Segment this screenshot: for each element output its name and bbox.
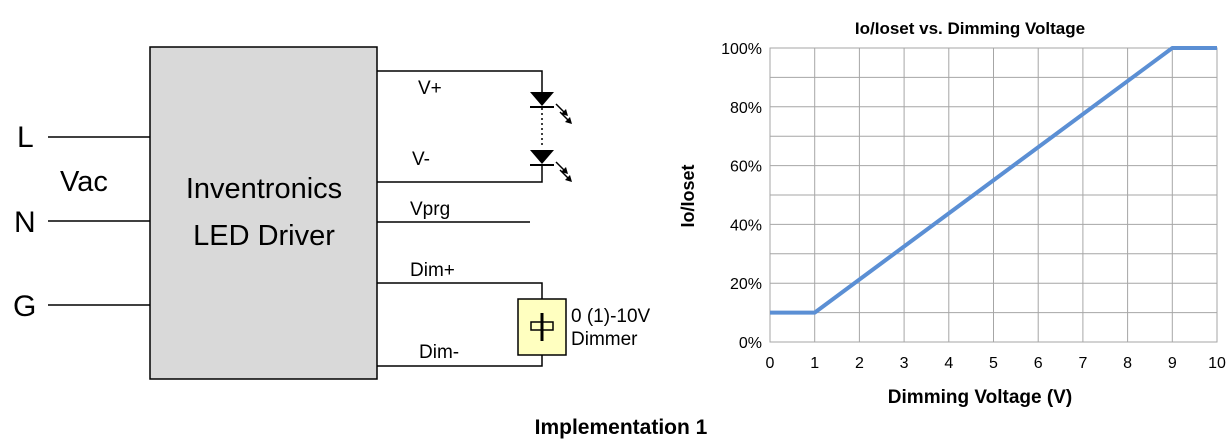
dimmer-label-line2: Dimmer [571, 329, 638, 350]
wire-dim-minus [377, 355, 543, 367]
led-icon [530, 92, 572, 124]
x-tick-label: 1 [810, 355, 819, 372]
wire-dim-plus [377, 282, 543, 299]
wire-v-plus [377, 70, 543, 92]
led-icon [530, 150, 572, 182]
x-tick-label: 7 [1078, 355, 1087, 372]
x-tick-label: 3 [900, 355, 909, 372]
input-label-l: L [17, 121, 34, 154]
series-line [770, 46, 1217, 315]
y-axis-label: Io/Ioset [678, 164, 698, 227]
chart-title: Io/Ioset vs. Dimming Voltage [855, 19, 1085, 38]
x-axis-ticks: 0 1 2 3 4 5 6 7 8 9 10 [766, 355, 1226, 372]
x-tick-label: 2 [855, 355, 864, 372]
output-label-dim-plus: Dim+ [410, 260, 455, 281]
y-tick-label: 0% [739, 335, 762, 352]
x-tick-label: 10 [1208, 355, 1226, 372]
circuit-diagram: L N G Vac Inventronics LED Driver V+ V- … [13, 46, 651, 380]
led-driver-box [149, 46, 378, 380]
driver-label-line1: Inventronics [186, 173, 342, 205]
x-tick-label: 9 [1168, 355, 1177, 372]
output-label-dim-minus: Dim- [419, 342, 459, 363]
x-tick-label: 6 [1034, 355, 1043, 372]
figure-caption: Implementation 1 [535, 416, 708, 439]
wire-v-minus [377, 166, 543, 183]
y-tick-label: 40% [730, 217, 762, 234]
y-tick-label: 100% [721, 41, 762, 58]
chart-grid [770, 48, 1217, 342]
y-tick-label: 60% [730, 159, 762, 176]
vac-label: Vac [60, 166, 108, 198]
x-tick-label: 0 [766, 355, 775, 372]
input-label-g: G [13, 290, 36, 323]
x-tick-label: 4 [944, 355, 953, 372]
y-tick-label: 20% [730, 276, 762, 293]
x-tick-label: 8 [1123, 355, 1132, 372]
potentiometer-icon [530, 313, 554, 341]
dimmer-label-line1: 0 (1)-10V [571, 306, 651, 327]
driver-label-line2: LED Driver [193, 220, 335, 252]
output-label-v-plus: V+ [418, 78, 442, 99]
output-label-vprg: Vprg [410, 199, 450, 220]
input-label-n: N [14, 206, 36, 239]
y-axis-ticks: 0% 20% 40% 60% 80% 100% [721, 41, 762, 352]
x-axis-label: Dimming Voltage (V) [888, 387, 1072, 408]
x-tick-label: 5 [989, 355, 998, 372]
plot-area-border [769, 47, 1218, 343]
output-label-v-minus: V- [412, 149, 430, 170]
dimming-chart: Io/Ioset vs. Dimming Voltage 0%20%40%60%… [678, 19, 1226, 408]
series-points [769, 47, 1218, 313]
y-tick-label: 80% [730, 100, 762, 117]
